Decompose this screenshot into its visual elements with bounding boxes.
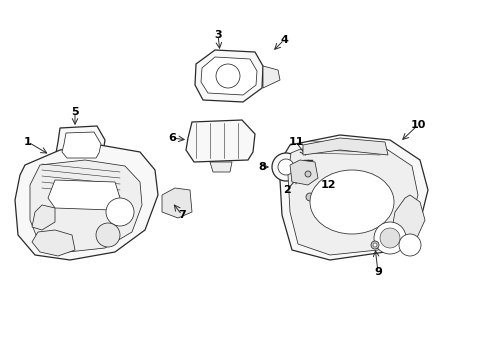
Polygon shape [62, 132, 101, 158]
Circle shape [278, 159, 293, 175]
Text: 3: 3 [214, 30, 222, 40]
Circle shape [379, 228, 399, 248]
Polygon shape [162, 188, 192, 218]
Polygon shape [185, 120, 254, 162]
Polygon shape [280, 135, 427, 260]
Text: 6: 6 [168, 133, 176, 143]
Circle shape [216, 64, 240, 88]
Polygon shape [195, 50, 263, 102]
Text: 7: 7 [178, 210, 185, 220]
Polygon shape [48, 180, 120, 210]
Circle shape [96, 223, 120, 247]
Text: 4: 4 [280, 35, 287, 45]
Polygon shape [209, 162, 231, 172]
Circle shape [398, 234, 420, 256]
Text: 1: 1 [24, 137, 32, 147]
Text: 9: 9 [373, 267, 381, 277]
Polygon shape [32, 205, 55, 230]
Text: 5: 5 [71, 107, 79, 117]
Text: 12: 12 [320, 180, 335, 190]
Polygon shape [287, 142, 417, 255]
Polygon shape [32, 230, 75, 256]
Circle shape [305, 171, 310, 177]
Circle shape [271, 153, 299, 181]
Circle shape [373, 222, 405, 254]
Polygon shape [201, 57, 257, 95]
Polygon shape [56, 126, 105, 162]
Polygon shape [289, 160, 317, 185]
Text: 10: 10 [409, 120, 425, 130]
Polygon shape [15, 145, 158, 260]
Ellipse shape [309, 170, 393, 234]
Polygon shape [389, 195, 424, 248]
Circle shape [372, 243, 376, 247]
Polygon shape [303, 138, 387, 155]
Circle shape [370, 241, 378, 249]
Circle shape [305, 193, 313, 201]
Text: 11: 11 [287, 137, 303, 147]
Circle shape [106, 198, 134, 226]
Text: 2: 2 [283, 185, 290, 195]
Polygon shape [263, 66, 280, 88]
Polygon shape [30, 160, 142, 252]
Text: 8: 8 [258, 162, 265, 172]
